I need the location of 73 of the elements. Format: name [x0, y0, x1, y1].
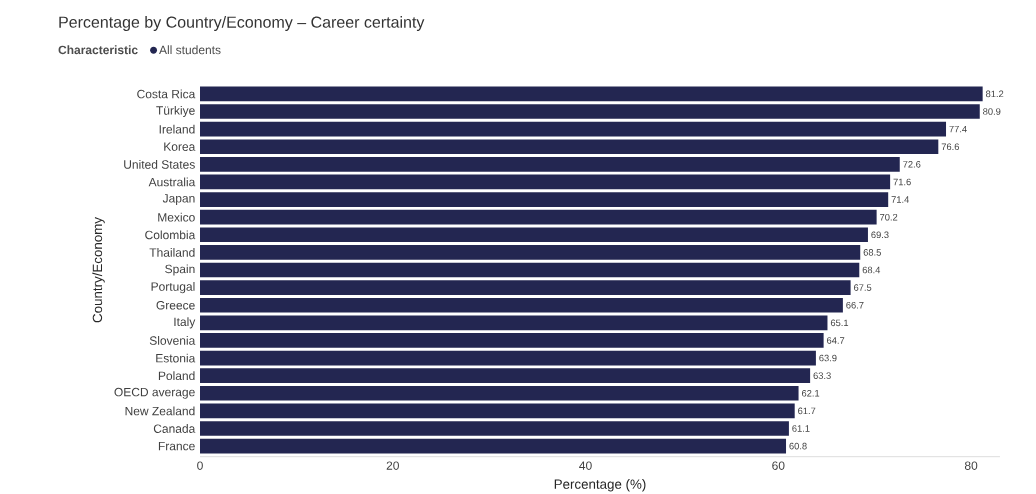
- bar: [200, 368, 811, 383]
- y-tick-label: OECD average: [114, 387, 195, 399]
- data-label: 70.2: [880, 213, 898, 221]
- y-axis-title: Country/Economy: [92, 217, 105, 323]
- y-tick-label: France: [158, 441, 195, 451]
- data-label: 62.1: [801, 389, 820, 397]
- x-tick-label: 40: [579, 461, 592, 470]
- bar: [200, 385, 799, 401]
- bar: [200, 104, 980, 119]
- data-label: 61.1: [792, 425, 810, 432]
- y-tick-label: New Zealand: [125, 406, 195, 416]
- y-tick-label: Thailand: [149, 247, 195, 257]
- bar: [200, 403, 795, 419]
- data-label: 63.3: [813, 372, 831, 379]
- data-label: 63.9: [819, 354, 837, 362]
- y-tick-label: Slovenia: [149, 336, 196, 345]
- bar: [200, 227, 868, 243]
- bar: [200, 280, 851, 295]
- bar: [200, 174, 891, 190]
- data-label: 60.8: [789, 442, 807, 450]
- bar: [200, 86, 983, 102]
- x-tick-label: 0: [197, 461, 203, 470]
- data-label: 81.2: [985, 90, 1004, 98]
- x-tick-label: 20: [386, 461, 399, 470]
- bar: [200, 209, 877, 225]
- legend-label: All students: [159, 45, 221, 55]
- data-label: 72.6: [903, 161, 921, 168]
- y-tick-label: Italy: [174, 317, 196, 329]
- data-label: 77.4: [949, 125, 967, 133]
- bar: [200, 438, 787, 454]
- bar: [200, 421, 789, 436]
- bar: [200, 192, 889, 207]
- y-tick-label: Korea: [164, 142, 196, 151]
- bar: [200, 333, 824, 348]
- data-label: 65.1: [830, 319, 849, 327]
- y-tick-label: Türkiye: [156, 105, 195, 118]
- bar: [200, 297, 843, 313]
- data-label: 71.6: [893, 178, 911, 186]
- legend-title: Characteristic: [58, 45, 138, 55]
- data-label: 69.3: [871, 231, 889, 239]
- bar: [200, 245, 861, 260]
- data-label: 64.7: [827, 337, 845, 344]
- y-tick-label: Ireland: [159, 124, 195, 134]
- y-tick-label: Costa Rica: [137, 89, 196, 99]
- y-tick-label: Greece: [156, 300, 195, 310]
- x-tick-label: 80: [964, 461, 978, 470]
- y-tick-label: Australia: [148, 177, 196, 187]
- bar: [200, 262, 860, 278]
- data-label: 76.6: [941, 143, 959, 151]
- y-tick-label: Japan: [162, 194, 195, 205]
- bar: [200, 121, 947, 137]
- data-label: 71.4: [891, 196, 910, 203]
- bar: [200, 139, 939, 155]
- x-axis-title: Percentage (%): [554, 479, 646, 492]
- y-tick-label: United States: [124, 159, 195, 169]
- y-tick-label: Spain: [165, 264, 195, 276]
- y-tick-label: Mexico: [158, 212, 195, 222]
- bar: [200, 157, 900, 172]
- data-label: 66.7: [846, 301, 864, 309]
- y-tick-label: Poland: [158, 371, 195, 381]
- data-label: 61.7: [798, 407, 816, 415]
- y-tick-label: Colombia: [145, 230, 196, 240]
- y-tick-label: Portugal: [151, 282, 195, 294]
- data-label: 68.5: [863, 249, 881, 256]
- bar: [200, 315, 828, 331]
- data-label: 80.9: [983, 108, 1001, 115]
- data-label: 67.5: [854, 284, 872, 291]
- bar: [200, 350, 816, 366]
- data-label: 68.4: [862, 266, 881, 274]
- y-tick-label: Canada: [153, 424, 196, 433]
- x-tick-label: 60: [772, 461, 785, 470]
- y-tick-label: Estonia: [156, 353, 196, 363]
- chart-title: Percentage by Country/Economy – Career certainty: [59, 16, 425, 31]
